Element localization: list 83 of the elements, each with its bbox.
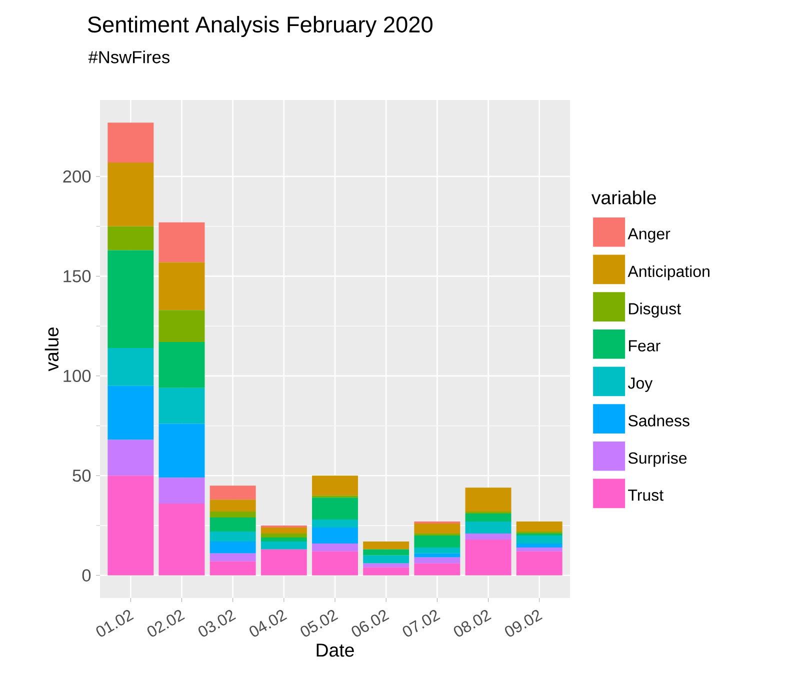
- bar: [414, 535, 460, 548]
- bar: [158, 388, 205, 424]
- legend-label: Surprise: [628, 452, 687, 467]
- legend-label: Disgust: [629, 302, 681, 318]
- y-tick-label: 0: [82, 569, 91, 582]
- bar: [108, 476, 154, 576]
- legend-label: Trust: [628, 490, 664, 501]
- x-tick-label: 04.02: [250, 610, 288, 637]
- bar: [210, 553, 256, 562]
- bar: [465, 522, 512, 534]
- bar: [312, 543, 358, 552]
- bar: [516, 522, 562, 532]
- bar: [516, 535, 562, 544]
- bar: [108, 348, 154, 386]
- bar: [158, 310, 205, 342]
- legend-label: Anger: [628, 228, 670, 243]
- y-axis-title: value: [44, 328, 59, 372]
- x-tick-label: 09.02: [505, 610, 543, 637]
- bar: [516, 551, 562, 576]
- bar: [210, 541, 256, 554]
- bar: [260, 533, 307, 538]
- x-axis-title: Date: [316, 644, 354, 657]
- x-tick-label: 05.02: [300, 610, 338, 637]
- bar: [108, 122, 154, 163]
- bar: [158, 222, 205, 262]
- legend-title: variable: [591, 190, 656, 204]
- bar: [158, 504, 205, 576]
- bar: [363, 563, 410, 568]
- bar: [312, 527, 358, 544]
- bar: [363, 567, 410, 576]
- bar: [260, 541, 307, 550]
- bar: [414, 547, 460, 554]
- bar: [414, 553, 460, 558]
- bar: [108, 250, 154, 348]
- bar: [312, 476, 358, 496]
- bar: [465, 533, 512, 540]
- bar: [465, 514, 512, 522]
- y-tick-label: 100: [64, 370, 91, 382]
- bar: [108, 162, 154, 226]
- x-tick-label: 07.02: [402, 610, 440, 637]
- chart-subtitle: #NswFires: [88, 50, 170, 64]
- legend-label: Joy: [628, 378, 653, 392]
- bar: [158, 262, 205, 310]
- y-tick-label: 200: [63, 170, 91, 183]
- bar: [210, 561, 256, 576]
- bar: [465, 539, 512, 576]
- bar: [158, 478, 205, 504]
- x-tick-label: 02.02: [147, 610, 185, 637]
- bar: [363, 555, 410, 564]
- x-tick-label: 01.02: [96, 610, 134, 637]
- bar: [108, 440, 154, 476]
- bar: [516, 547, 562, 552]
- legend-label: Anticipation: [628, 265, 710, 280]
- bar: [210, 500, 256, 512]
- bar: [312, 498, 358, 520]
- bar: [312, 551, 358, 576]
- bar: [363, 541, 410, 550]
- bar: [210, 531, 256, 542]
- x-tick-label: 06.02: [352, 610, 390, 637]
- bar: [312, 520, 358, 528]
- bar: [516, 543, 562, 548]
- bar: [108, 386, 154, 440]
- bar: [260, 537, 307, 542]
- bar: [108, 226, 154, 250]
- bar: [260, 549, 307, 576]
- chart-title: Sentiment Analysis February 2020: [88, 16, 432, 38]
- bar: [414, 524, 460, 534]
- bar: [158, 342, 205, 388]
- bar: [260, 527, 307, 534]
- bar: [363, 549, 410, 556]
- legend-label: Fear: [629, 340, 660, 352]
- bar: [414, 563, 460, 576]
- bar: [414, 557, 460, 564]
- bar: [465, 488, 512, 512]
- bar: [210, 486, 256, 500]
- bar: [158, 424, 205, 478]
- y-tick-label: 50: [72, 470, 91, 482]
- bar: [210, 512, 256, 518]
- legend-label: Sadness: [628, 414, 690, 426]
- x-tick-label: 03.02: [198, 610, 236, 637]
- y-tick-label: 150: [64, 270, 91, 282]
- bar: [210, 518, 256, 532]
- x-tick-label: 08.02: [454, 610, 492, 637]
